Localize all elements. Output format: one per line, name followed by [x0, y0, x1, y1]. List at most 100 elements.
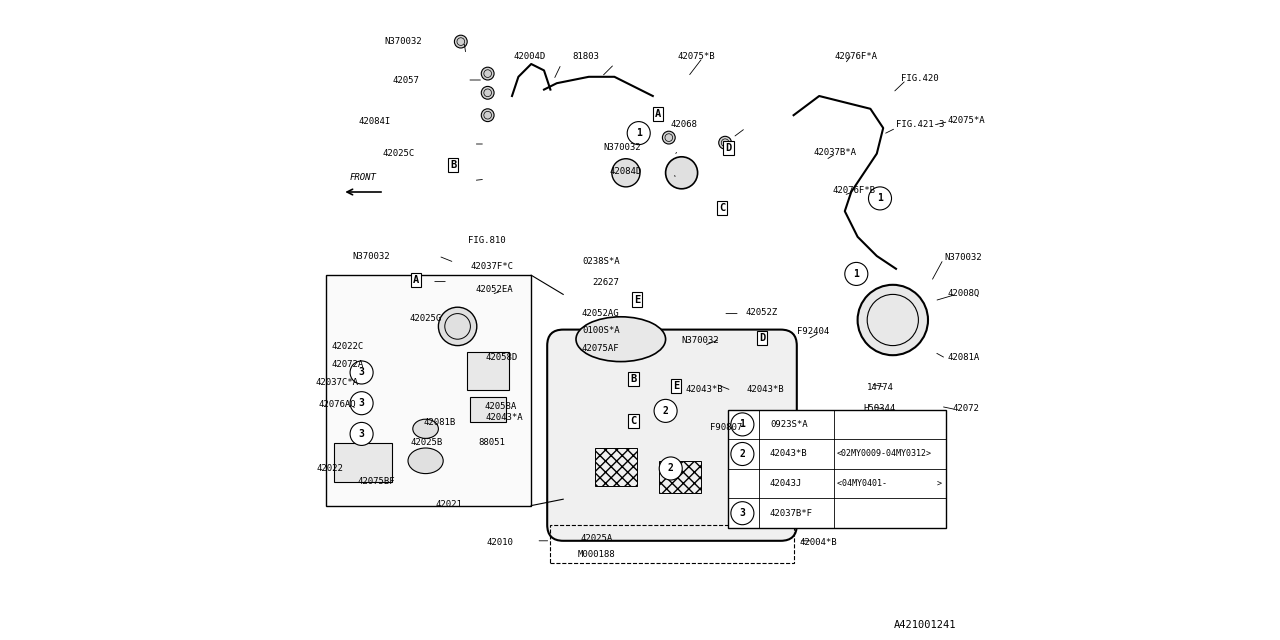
- Text: 42043*B: 42043*B: [771, 449, 808, 458]
- Text: 42025C: 42025C: [383, 149, 415, 158]
- Text: 42043*B: 42043*B: [746, 385, 783, 394]
- Text: 42075AF: 42075AF: [582, 344, 620, 353]
- Circle shape: [663, 131, 676, 144]
- Text: A421001241: A421001241: [895, 620, 957, 630]
- Text: 42037B*A: 42037B*A: [813, 148, 856, 157]
- Circle shape: [731, 442, 754, 465]
- Text: H50344: H50344: [864, 404, 896, 413]
- Text: E: E: [634, 294, 640, 305]
- Text: 42084D: 42084D: [609, 167, 641, 176]
- Circle shape: [627, 122, 650, 145]
- Text: 42075BF: 42075BF: [358, 477, 396, 486]
- Text: 14774: 14774: [867, 383, 893, 392]
- Text: <04MY0401-          >: <04MY0401- >: [837, 479, 942, 488]
- Circle shape: [719, 136, 732, 149]
- FancyBboxPatch shape: [467, 352, 509, 390]
- Text: 42008Q: 42008Q: [947, 289, 979, 298]
- Text: 0923S*A: 0923S*A: [771, 420, 808, 429]
- Circle shape: [481, 86, 494, 99]
- Text: 42075*B: 42075*B: [677, 52, 716, 61]
- Text: 42004D: 42004D: [513, 52, 545, 61]
- Text: 42025B: 42025B: [411, 438, 443, 447]
- Circle shape: [351, 392, 374, 415]
- Text: 42022C: 42022C: [332, 342, 364, 351]
- Circle shape: [654, 399, 677, 422]
- Text: N370032: N370032: [681, 336, 719, 345]
- Text: M000188: M000188: [577, 550, 616, 559]
- Text: N370032: N370032: [604, 143, 641, 152]
- Text: 42076F*A: 42076F*A: [835, 52, 878, 61]
- Text: B: B: [451, 160, 456, 170]
- Text: FIG.810: FIG.810: [468, 236, 506, 244]
- Text: 42022: 42022: [316, 464, 343, 473]
- Text: 3: 3: [740, 508, 745, 518]
- Text: 42004*B: 42004*B: [799, 538, 837, 547]
- Text: 3: 3: [358, 398, 365, 408]
- Text: C: C: [719, 203, 724, 213]
- Text: 42068: 42068: [671, 120, 698, 129]
- Circle shape: [481, 109, 494, 122]
- Text: <02MY0009-04MY0312>: <02MY0009-04MY0312>: [837, 449, 932, 458]
- Circle shape: [481, 67, 494, 80]
- Text: 42058A: 42058A: [485, 402, 517, 411]
- Text: 42043J: 42043J: [771, 479, 803, 488]
- Circle shape: [659, 457, 682, 480]
- FancyBboxPatch shape: [326, 275, 531, 506]
- Ellipse shape: [576, 317, 666, 362]
- FancyBboxPatch shape: [471, 397, 506, 422]
- Text: 42025A: 42025A: [580, 534, 613, 543]
- Text: FIG.421-3: FIG.421-3: [896, 120, 945, 129]
- Text: N370032: N370032: [353, 252, 390, 260]
- Text: 42076F*B: 42076F*B: [832, 186, 876, 195]
- FancyBboxPatch shape: [548, 330, 796, 541]
- Ellipse shape: [408, 448, 443, 474]
- Text: 42058D: 42058D: [485, 353, 517, 362]
- Text: 42072A: 42072A: [332, 360, 364, 369]
- Circle shape: [454, 35, 467, 48]
- Circle shape: [731, 502, 754, 525]
- Text: 2: 2: [740, 449, 745, 459]
- Ellipse shape: [412, 419, 439, 438]
- Circle shape: [731, 413, 754, 436]
- Text: F90807: F90807: [710, 423, 742, 432]
- Circle shape: [612, 159, 640, 187]
- Text: 0100S*A: 0100S*A: [582, 326, 620, 335]
- Text: 42037C*A: 42037C*A: [315, 378, 358, 387]
- Text: 1: 1: [877, 193, 883, 204]
- Text: 42052EA: 42052EA: [476, 285, 513, 294]
- Text: N370032: N370032: [945, 253, 982, 262]
- Text: 42025G: 42025G: [410, 314, 442, 323]
- Text: FIG.420: FIG.420: [901, 74, 938, 83]
- Text: 2: 2: [668, 463, 673, 474]
- Text: 42084I: 42084I: [358, 117, 390, 126]
- Text: F92404: F92404: [796, 327, 829, 336]
- Text: 22627: 22627: [593, 278, 620, 287]
- Text: 42043*A: 42043*A: [486, 413, 524, 422]
- Text: 42010: 42010: [486, 538, 513, 547]
- Text: 42037F*C: 42037F*C: [470, 262, 513, 271]
- Text: 3: 3: [358, 367, 365, 378]
- Text: 42043*B: 42043*B: [686, 385, 723, 394]
- Text: 3: 3: [358, 429, 365, 439]
- Text: E: E: [673, 381, 678, 391]
- Text: 42081B: 42081B: [424, 418, 456, 427]
- Text: 1: 1: [854, 269, 859, 279]
- Text: 0238S*A: 0238S*A: [582, 257, 620, 266]
- Circle shape: [351, 422, 374, 445]
- Text: 42076AQ: 42076AQ: [319, 400, 356, 409]
- Circle shape: [351, 361, 374, 384]
- Text: 42037B*F: 42037B*F: [771, 509, 813, 518]
- Text: FRONT: FRONT: [351, 173, 376, 182]
- Circle shape: [666, 157, 698, 189]
- FancyBboxPatch shape: [728, 410, 946, 528]
- Circle shape: [869, 187, 891, 210]
- Circle shape: [845, 262, 868, 285]
- Text: A: A: [413, 275, 419, 285]
- Circle shape: [858, 285, 928, 355]
- Text: C: C: [631, 416, 636, 426]
- Text: N370032: N370032: [385, 37, 422, 46]
- Text: 42052AG: 42052AG: [582, 309, 620, 318]
- Text: 1: 1: [636, 128, 641, 138]
- Text: 42057: 42057: [393, 76, 420, 84]
- Circle shape: [438, 307, 477, 346]
